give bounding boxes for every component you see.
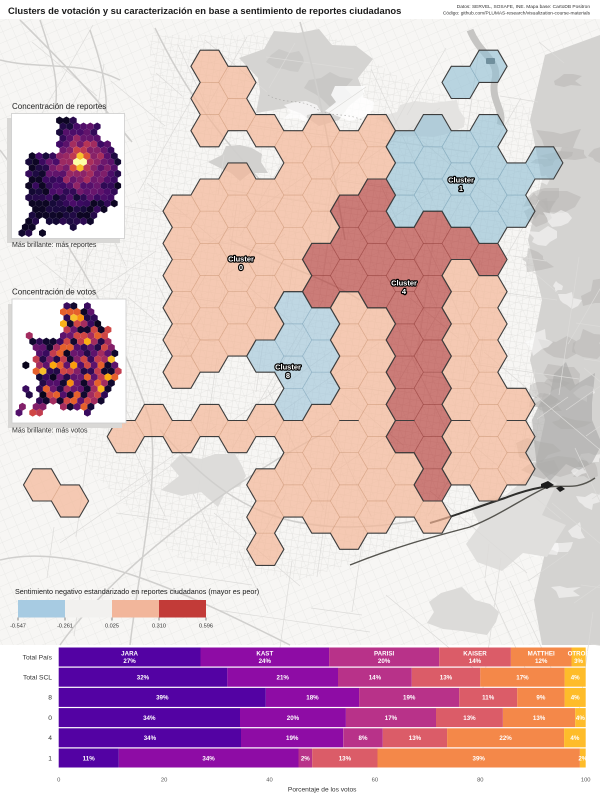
svg-text:0: 0 <box>48 715 52 722</box>
svg-text:KAST: KAST <box>256 651 273 658</box>
svg-text:13%: 13% <box>463 715 476 722</box>
svg-text:MATTHEI: MATTHEI <box>528 651 555 658</box>
svg-text:24%: 24% <box>259 658 272 665</box>
svg-text:1: 1 <box>459 184 463 193</box>
svg-text:8: 8 <box>286 371 290 380</box>
svg-text:22%: 22% <box>499 735 512 742</box>
svg-text:2%: 2% <box>301 755 310 762</box>
svg-text:Concentración de votos: Concentración de votos <box>12 288 96 297</box>
svg-text:17%: 17% <box>516 675 529 682</box>
svg-text:1: 1 <box>48 755 52 762</box>
svg-text:PARISI: PARISI <box>374 651 394 658</box>
svg-text:34%: 34% <box>143 715 156 722</box>
svg-text:13%: 13% <box>339 755 352 762</box>
svg-text:Total SCL: Total SCL <box>23 675 52 682</box>
svg-text:4: 4 <box>402 287 407 296</box>
svg-text:0.310: 0.310 <box>152 624 166 630</box>
svg-text:4%: 4% <box>571 675 580 682</box>
svg-text:4%: 4% <box>571 695 580 702</box>
svg-text:Cluster: Cluster <box>391 279 417 288</box>
svg-text:Más brillante: más votos: Más brillante: más votos <box>12 428 88 435</box>
svg-text:14%: 14% <box>469 658 482 665</box>
svg-text:3%: 3% <box>574 658 583 665</box>
svg-text:4%: 4% <box>570 735 579 742</box>
svg-text:40: 40 <box>266 778 272 784</box>
svg-text:13%: 13% <box>440 675 453 682</box>
svg-text:KAISER: KAISER <box>463 651 487 658</box>
svg-text:Código: github.com/PLUMAS-rese: Código: github.com/PLUMAS-research/visua… <box>443 11 591 17</box>
svg-text:13%: 13% <box>533 715 546 722</box>
svg-text:39%: 39% <box>473 755 486 762</box>
svg-text:0: 0 <box>239 263 243 272</box>
svg-text:Cluster: Cluster <box>228 255 254 264</box>
svg-text:11%: 11% <box>482 695 495 702</box>
svg-text:14%: 14% <box>369 675 382 682</box>
svg-text:OTROS: OTROS <box>568 651 590 658</box>
svg-text:-0.547: -0.547 <box>10 624 26 630</box>
svg-text:39%: 39% <box>156 695 169 702</box>
svg-text:4%: 4% <box>576 715 585 722</box>
svg-text:0.025: 0.025 <box>105 624 119 630</box>
svg-text:Total País: Total País <box>23 654 53 661</box>
svg-text:19%: 19% <box>403 695 416 702</box>
svg-text:34%: 34% <box>144 735 157 742</box>
svg-text:34%: 34% <box>202 755 215 762</box>
svg-text:32%: 32% <box>137 675 150 682</box>
svg-text:4: 4 <box>48 735 52 742</box>
svg-text:80: 80 <box>477 778 483 784</box>
svg-text:8%: 8% <box>359 735 368 742</box>
svg-text:Datos: SERVEL, SOSAFE, INE. Ma: Datos: SERVEL, SOSAFE, INE. Mapa base: C… <box>457 4 591 10</box>
svg-text:20%: 20% <box>287 715 300 722</box>
svg-text:-0.261: -0.261 <box>57 624 73 630</box>
svg-text:17%: 17% <box>385 715 398 722</box>
svg-text:Más brillante: más reportes: Más brillante: más reportes <box>12 242 97 249</box>
svg-text:8: 8 <box>48 695 52 702</box>
svg-text:Porcentaje de los votos: Porcentaje de los votos <box>288 787 357 794</box>
svg-text:20%: 20% <box>378 658 391 665</box>
svg-text:0.596: 0.596 <box>199 624 213 630</box>
svg-text:Cluster: Cluster <box>275 363 301 372</box>
svg-text:27%: 27% <box>123 658 136 665</box>
svg-text:12%: 12% <box>535 658 548 665</box>
svg-text:Clusters de votación y su cara: Clusters de votación y su caracterizació… <box>8 5 401 16</box>
svg-text:0: 0 <box>57 778 60 784</box>
svg-text:11%: 11% <box>83 755 96 762</box>
svg-text:21%: 21% <box>277 675 290 682</box>
svg-text:Concentración de reportes: Concentración de reportes <box>12 102 106 111</box>
svg-text:100: 100 <box>581 778 591 784</box>
svg-text:19%: 19% <box>286 735 299 742</box>
svg-text:20: 20 <box>161 778 167 784</box>
svg-text:JARA: JARA <box>121 651 138 658</box>
svg-text:Sentimiento negativo estandari: Sentimiento negativo estandarizado en re… <box>15 587 259 596</box>
svg-text:Cluster: Cluster <box>448 176 474 185</box>
svg-text:9%: 9% <box>536 695 545 702</box>
svg-text:18%: 18% <box>306 695 319 702</box>
svg-text:13%: 13% <box>409 735 422 742</box>
svg-text:2%: 2% <box>578 755 587 762</box>
svg-text:60: 60 <box>372 778 378 784</box>
